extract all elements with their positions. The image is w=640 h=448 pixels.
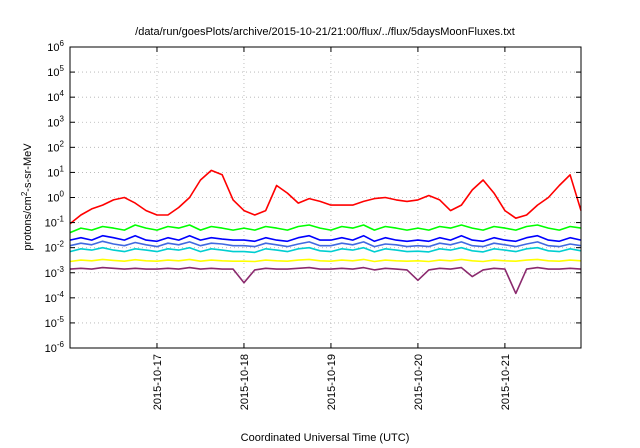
- y-tick-label: 10-5: [45, 315, 65, 330]
- y-tick-label: 102: [47, 139, 64, 154]
- y-tick-exponent: 3: [60, 114, 65, 123]
- y-tick-exponent: 5: [60, 64, 65, 73]
- y-tick-base: 10: [45, 218, 57, 230]
- series-line: [69, 258, 582, 263]
- y-tick-base: 10: [47, 117, 59, 129]
- y-tick-base: 10: [45, 293, 57, 305]
- y-tick-base: 10: [47, 167, 59, 179]
- y-tick-exponent: 2: [60, 139, 65, 148]
- y-tick-base: 10: [45, 318, 57, 330]
- y-tick-base: 10: [47, 92, 59, 104]
- y-tick-label: 10-2: [45, 240, 65, 255]
- y-tick-exponent: 4: [60, 89, 65, 98]
- y-tick-base: 10: [47, 193, 59, 205]
- series-lines: [69, 169, 582, 295]
- y-tick-label: 100: [47, 190, 64, 205]
- y-tick-label: 10-3: [45, 265, 65, 280]
- x-tick-label: 2015-10-20: [413, 354, 425, 410]
- chart-title: /data/run/goesPlots/archive/2015-10-21/2…: [135, 26, 515, 38]
- y-tick-exponent: -5: [57, 315, 65, 324]
- series-line: [69, 266, 582, 295]
- y-tick-base: 10: [47, 67, 59, 79]
- y-tick-label: 10-4: [45, 290, 65, 305]
- y-axis-label-sup: 2: [20, 191, 29, 196]
- x-tick-label: 2015-10-19: [326, 354, 338, 410]
- y-axis: 10-610-510-410-310-210-11001011021031041…: [45, 39, 581, 355]
- y-tick-exponent: -3: [57, 265, 65, 274]
- y-tick-label: 106: [47, 39, 64, 54]
- y-tick-base: 10: [47, 142, 59, 154]
- series-line: [69, 246, 582, 254]
- series-line: [69, 240, 582, 248]
- x-tick-label: 2015-10-21: [500, 354, 512, 410]
- y-tick-label: 103: [47, 114, 64, 129]
- y-tick-label: 101: [47, 164, 64, 179]
- x-tick-label: 2015-10-17: [152, 354, 164, 410]
- y-tick-exponent: 6: [60, 39, 65, 48]
- y-tick-base: 10: [45, 268, 57, 280]
- y-tick-exponent: -4: [57, 290, 65, 299]
- series-line: [69, 169, 582, 225]
- x-tick-label: 2015-10-18: [239, 354, 251, 410]
- y-tick-label: 10-6: [45, 340, 65, 355]
- y-tick-exponent: -6: [57, 340, 65, 349]
- x-axis-label: Coordinated Universal Time (UTC): [241, 432, 410, 444]
- y-tick-exponent: 1: [60, 164, 65, 173]
- y-tick-exponent: 0: [60, 190, 65, 199]
- y-tick-exponent: -2: [57, 240, 65, 249]
- y-tick-base: 10: [47, 42, 59, 54]
- y-tick-label: 10-1: [45, 215, 65, 230]
- y-tick-base: 10: [45, 243, 57, 255]
- y-tick-exponent: -1: [57, 215, 65, 224]
- y-tick-label: 105: [47, 64, 64, 79]
- y-tick-label: 104: [47, 89, 64, 104]
- series-line: [69, 224, 582, 234]
- y-axis-label-suffix: -s-sr-MeV: [22, 143, 34, 192]
- x-axis: 2015-10-17 2015-10-18 2015-10-19 2015-10-20…: [152, 47, 512, 410]
- y-axis-label-prefix: protons/cm: [22, 196, 34, 250]
- y-axis-label: protons/cm2-s-sr-MeV: [20, 143, 34, 251]
- series-line: [69, 234, 582, 243]
- y-tick-base: 10: [45, 343, 57, 355]
